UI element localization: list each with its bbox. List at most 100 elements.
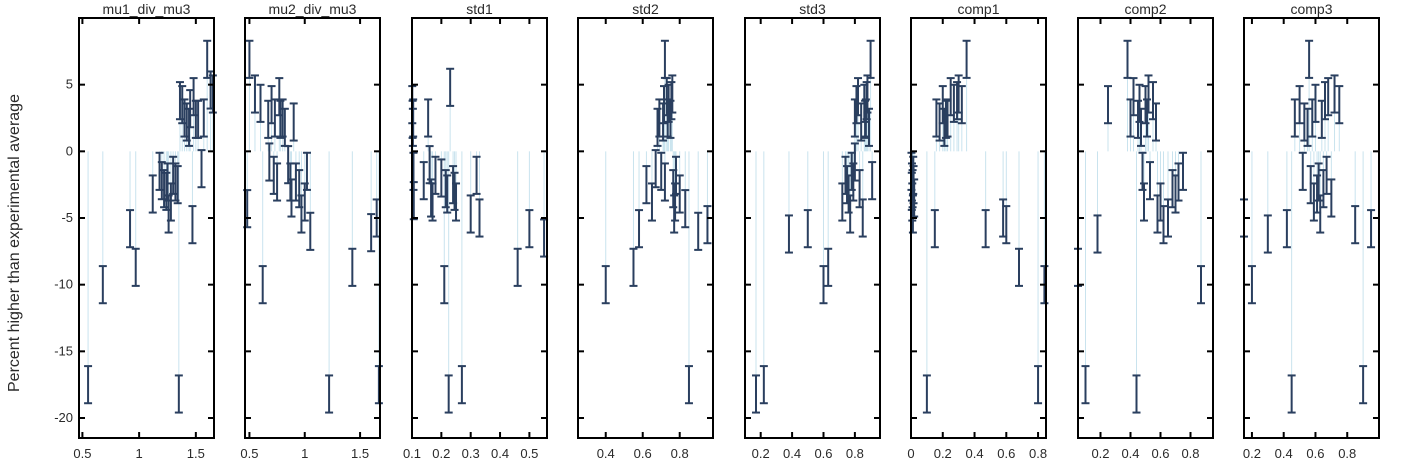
y-tick-label: -10 [54, 277, 73, 292]
error-bar [675, 174, 684, 214]
error-bar [437, 158, 446, 198]
x-tick-label: 0.8 [1338, 446, 1356, 461]
x-tick-label: 0 [907, 446, 914, 461]
error-bar [684, 365, 693, 405]
error-bar [409, 181, 418, 221]
panel-mu1_div_mu3: mu1_div_mu3 5 0 -5 -10 -15 -20 0.5 1 1.5 [54, 1, 217, 461]
panel-frame [1077, 17, 1214, 439]
x-tick-label: 0.8 [1181, 446, 1199, 461]
error-bar [858, 198, 867, 238]
error-bar [1322, 155, 1331, 195]
error-bar [450, 171, 459, 211]
x-tick-label: 1.5 [187, 446, 205, 461]
error-bar [1002, 205, 1011, 245]
x-tick-label: 0.8 [671, 446, 689, 461]
error-bar [655, 98, 664, 138]
panel-std3: std3 0.2 0.4 0.6 0.8 [744, 1, 881, 461]
error-bar [98, 265, 107, 305]
panel-std2: std2 0.4 0.6 0.8 [577, 1, 714, 461]
error-bar [1282, 209, 1291, 249]
error-bar [1314, 162, 1323, 202]
x-tick-label: 0.4 [1121, 446, 1139, 461]
panel-title: mu2_div_mu3 [269, 1, 357, 17]
panel-std1: std1 0.1 0.2 0.3 0.4 0.5 [403, 1, 549, 461]
x-tick-label: 0.2 [1243, 446, 1261, 461]
y-tick-label: -5 [61, 210, 73, 225]
error-bar [250, 74, 259, 114]
error-bar [1015, 247, 1023, 287]
error-bar [703, 205, 712, 245]
error-bar [427, 178, 436, 218]
error-bar [850, 142, 859, 182]
panel-title: comp1 [957, 1, 999, 17]
error-bar [1144, 74, 1153, 114]
error-bar [922, 374, 931, 414]
error-bar [660, 162, 669, 202]
x-tick-label: 0.2 [752, 446, 770, 461]
error-bar [660, 39, 669, 79]
x-tick-label: 1 [136, 446, 143, 461]
error-bar [1247, 265, 1256, 305]
error-bar [629, 247, 638, 287]
error-bar [865, 107, 874, 147]
error-bar [751, 374, 760, 414]
error-bar [325, 374, 334, 414]
error-bar [367, 213, 376, 253]
panel-title: comp3 [1290, 1, 1332, 17]
error-bar [188, 205, 197, 245]
x-tick-label: 0.6 [814, 446, 832, 461]
error-bar [1146, 161, 1154, 201]
error-bar [1324, 77, 1333, 117]
error-bar [694, 211, 703, 251]
error-bar [265, 142, 274, 182]
error-bar [981, 209, 990, 249]
error-bar [1140, 182, 1148, 222]
x-tick-label: 0.1 [403, 446, 421, 461]
error-bar [431, 155, 440, 195]
x-tick-label: 0.8 [846, 446, 864, 461]
error-bar [1137, 107, 1145, 147]
error-bar [457, 365, 466, 405]
x-tick-label: 0.6 [634, 446, 652, 461]
error-bar [424, 98, 433, 138]
x-tick-label: 0.2 [1091, 446, 1109, 461]
error-bar [1152, 102, 1160, 142]
error-bar [374, 365, 383, 405]
error-bar [475, 198, 484, 238]
error-bar [759, 365, 768, 405]
error-bar [466, 194, 475, 234]
panel-comp3: comp3 0.2 0.4 0.6 0.8 [1240, 1, 1380, 461]
panel-frame [910, 17, 1047, 439]
error-bar [1034, 365, 1043, 405]
panel-frame [577, 17, 714, 439]
error-bar [287, 178, 296, 218]
error-bar [803, 209, 812, 249]
x-tick-label: 0.8 [1029, 446, 1047, 461]
error-bar [440, 265, 449, 305]
x-tick-label: 0.4 [783, 446, 801, 461]
error-bar [258, 265, 267, 305]
error-bar [174, 374, 183, 414]
x-tick-label: 0.6 [1306, 446, 1324, 461]
error-bar [1305, 39, 1314, 79]
error-bar [197, 149, 206, 189]
error-bar [1290, 98, 1299, 138]
error-bar [1164, 198, 1172, 238]
error-bar [256, 83, 265, 123]
x-tick-label: 0.2 [432, 446, 450, 461]
error-bar [513, 247, 522, 287]
y-tick-label: 0 [66, 143, 73, 158]
error-bar [1263, 214, 1272, 254]
x-tick-label: 0.6 [1151, 446, 1169, 461]
error-bar [1303, 107, 1312, 147]
y-axis-label: Percent higher than experimental average [6, 94, 23, 392]
error-bar [173, 165, 182, 205]
panel-comp2: comp2 0.2 0.4 0.6 0.8 [1074, 1, 1214, 461]
error-bar [1179, 151, 1187, 191]
error-bar [601, 265, 610, 305]
panel-frame [744, 17, 881, 439]
error-bar [651, 149, 660, 189]
error-bar [1335, 85, 1344, 125]
